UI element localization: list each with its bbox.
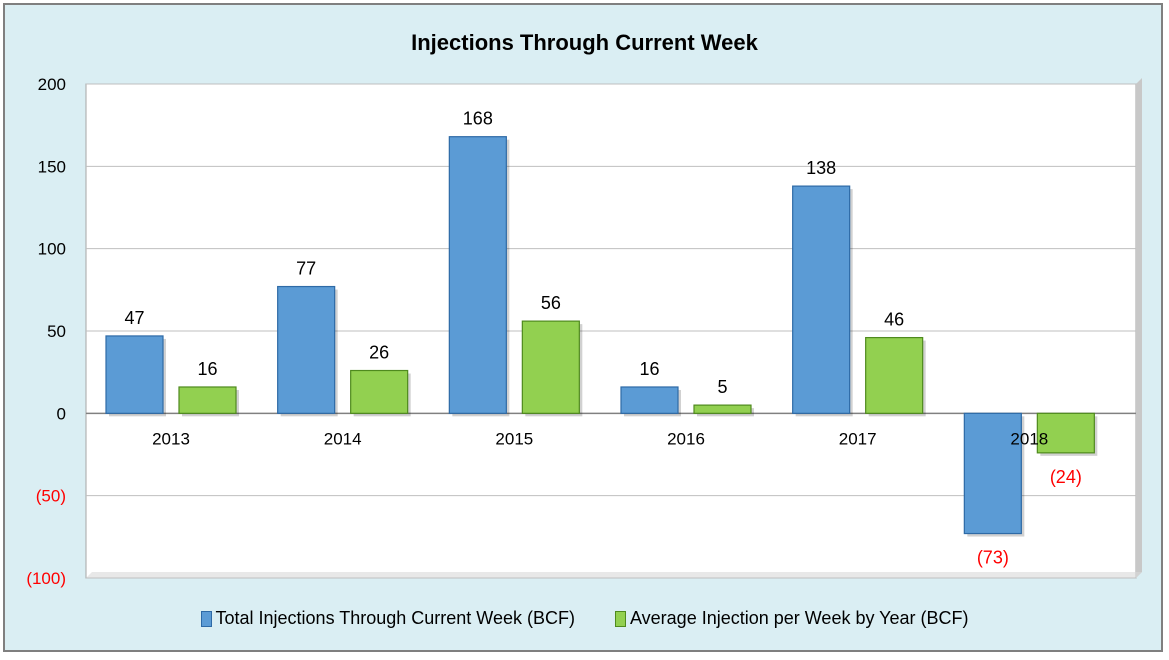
x-tick-label: 2016	[667, 429, 705, 448]
x-tick-label: 2018	[1010, 429, 1048, 448]
legend-swatch-average	[614, 610, 626, 627]
bar-total	[277, 285, 336, 414]
legend-swatch-total	[200, 610, 212, 627]
data-label: 56	[541, 293, 561, 313]
data-label: 16	[639, 359, 659, 379]
data-label: 16	[197, 359, 217, 379]
data-label: 26	[369, 343, 389, 363]
bar-total	[963, 412, 1022, 535]
bar-average	[693, 404, 752, 414]
y-tick-label: 50	[47, 322, 66, 341]
data-label: 46	[884, 310, 904, 330]
bar-total	[105, 335, 164, 414]
y-tick-label: 150	[38, 157, 66, 176]
chart-title: Injections Through Current Week	[411, 30, 758, 55]
legend-item-average: Average Injection per Week by Year (BCF)	[614, 608, 969, 629]
legend-item-total: Total Injections Through Current Week (B…	[200, 608, 575, 629]
data-label: 5	[717, 377, 727, 397]
chart-legend: Total Injections Through Current Week (B…	[0, 608, 1169, 629]
y-tick-label: 200	[38, 75, 66, 94]
chart-plot: 200 150 100 50 0 (50) (100) 2013 2014 2015 2016 20…	[26, 75, 1142, 588]
bar-average	[865, 336, 924, 414]
bar-total	[620, 386, 679, 414]
plot-side-wall	[1136, 78, 1142, 578]
bar-total	[448, 136, 507, 414]
data-label: (24)	[1050, 467, 1082, 487]
data-label: 168	[463, 109, 493, 129]
data-label: (73)	[977, 548, 1009, 568]
y-tick-label: (50)	[36, 487, 66, 506]
x-tick-label: 2013	[152, 429, 190, 448]
legend-label-total: Total Injections Through Current Week (B…	[215, 608, 575, 628]
data-label: 138	[806, 158, 836, 178]
legend-label-average: Average Injection per Week by Year (BCF)	[629, 608, 969, 628]
bar-average	[178, 386, 237, 414]
data-label: 47	[124, 308, 144, 328]
x-tick-label: 2015	[495, 429, 533, 448]
y-tick-label: 0	[57, 404, 66, 423]
bar-average	[521, 320, 580, 414]
y-tick-label: (100)	[26, 569, 66, 588]
bar-total	[792, 185, 851, 414]
x-tick-label: 2017	[839, 429, 877, 448]
bar-average	[1036, 412, 1095, 454]
x-tick-label: 2014	[324, 429, 362, 448]
data-label: 77	[296, 259, 316, 279]
bar-average	[350, 369, 409, 414]
plot-floor	[86, 572, 1142, 578]
y-tick-label: 100	[38, 240, 66, 259]
